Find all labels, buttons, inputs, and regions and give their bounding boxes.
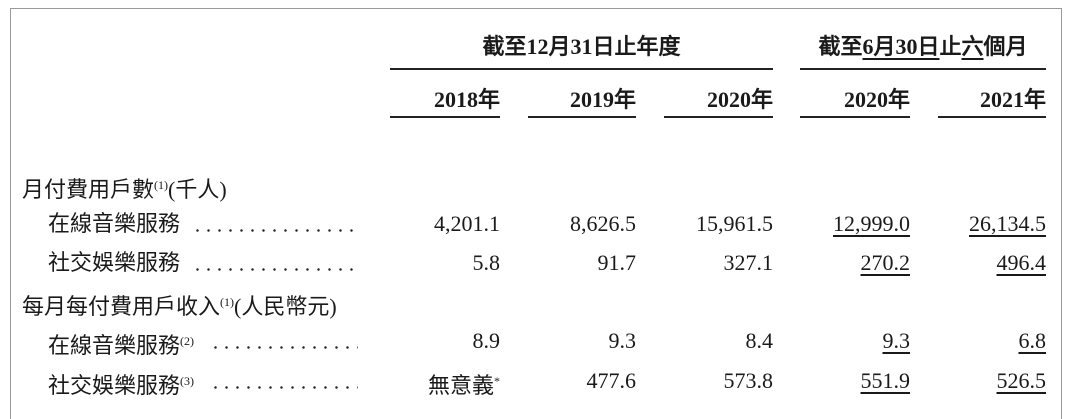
row-title: 社交娛樂服務 [48, 373, 181, 398]
cell-text: 無意義 [427, 373, 494, 398]
cell: 26,134.5 [969, 211, 1046, 236]
dot-leader [192, 229, 358, 232]
cell: 12,999.0 [833, 211, 910, 236]
year-rule [390, 116, 500, 118]
year-header: 2018年 [433, 87, 500, 112]
cell: 327.1 [723, 250, 774, 275]
year-rule [938, 116, 1046, 118]
group-header-part: 截至12月31日止年度 [482, 34, 681, 59]
group-header: 截至12月31日止年度 [390, 34, 773, 60]
year-rule [528, 116, 636, 118]
row-title: 社交娛樂服務 [48, 250, 181, 275]
group-rule [390, 68, 773, 70]
year-header: 2020年 [706, 87, 773, 112]
cell: 496.4 [996, 250, 1047, 275]
group-header-part: 六 [961, 34, 984, 59]
cell: 5.8 [472, 250, 501, 275]
cell: 15,961.5 [696, 211, 773, 236]
cell: 477.6 [586, 368, 637, 393]
cell: 8.9 [472, 328, 501, 353]
section-label: 月付費用戶數(1)(千人) [22, 172, 227, 203]
dot-leader [210, 346, 358, 349]
unit: (千人) [168, 177, 227, 202]
cell: 8.4 [745, 328, 774, 353]
section-title: 每月每付費用戶收入 [22, 294, 221, 319]
dot-leader [210, 386, 358, 389]
note: (2) [180, 334, 195, 348]
year-header: 2021年 [979, 87, 1046, 112]
row-label: 社交娛樂服務 [48, 250, 180, 276]
cell: 無意義* [428, 368, 500, 399]
section-title: 月付費用戶數 [22, 177, 155, 202]
row-label: 社交娛樂服務(3) [48, 368, 194, 399]
cell: 91.7 [597, 250, 637, 275]
group-header-part: 止 [939, 34, 962, 59]
group-header-part: 6月30日 [862, 34, 940, 59]
group-header-part: 個月 [983, 34, 1028, 59]
row-title: 在線音樂服務 [48, 333, 181, 358]
dot-leader [192, 268, 358, 271]
unit: (人民幣元) [234, 294, 337, 319]
cell: 551.9 [860, 368, 911, 393]
cell: 270.2 [860, 250, 911, 275]
cell: 8,626.5 [570, 211, 636, 236]
row-title: 在線音樂服務 [48, 211, 181, 236]
cell: 9.3 [882, 328, 911, 353]
group-header: 截至6月30日止六個月 [800, 34, 1046, 60]
group-rule [800, 68, 1046, 70]
cell: 4,201.1 [434, 211, 500, 236]
cell: 526.5 [996, 368, 1047, 393]
frame [10, 8, 1062, 419]
year-header: 2020年 [843, 87, 910, 112]
row-label: 在線音樂服務 [48, 211, 180, 237]
section-label: 每月每付費用戶收入(1)(人民幣元) [22, 289, 337, 320]
note: * [494, 374, 500, 388]
row-label: 在線音樂服務(2) [48, 328, 194, 359]
year-rule [664, 116, 773, 118]
cell: 573.8 [723, 368, 774, 393]
year-rule [800, 116, 910, 118]
note: (1) [154, 178, 169, 192]
note: (1) [220, 295, 235, 309]
cell: 6.8 [1018, 328, 1047, 353]
cell: 9.3 [608, 328, 637, 353]
group-header-part: 截至 [818, 34, 863, 59]
year-header: 2019年 [569, 87, 636, 112]
note: (3) [180, 374, 195, 388]
